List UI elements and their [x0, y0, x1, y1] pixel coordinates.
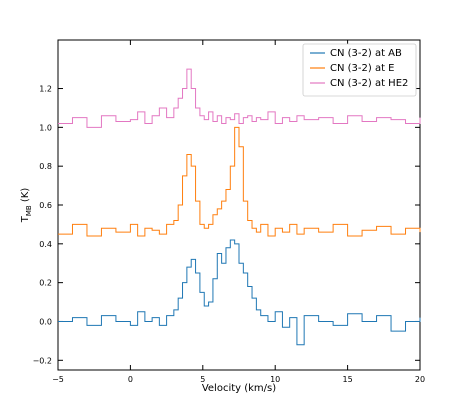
x-tick-label: 15 — [343, 375, 353, 384]
legend-frame — [302, 43, 417, 97]
x-tick-label: −5 — [52, 375, 64, 384]
legend-label-1: CN (3-2) at AB — [330, 48, 402, 59]
y-tick-label: 1.0 — [39, 123, 52, 132]
y-axis-ticks: −0.2 0.0 0.2 0.4 0.6 0.8 1.0 1.2 — [33, 85, 420, 365]
x-axis-label: Velocity (km/s) — [202, 383, 276, 394]
y-tick-label: 0.8 — [39, 162, 52, 171]
y-tick-label: 1.2 — [39, 85, 52, 94]
series-line-1 — [58, 239, 421, 346]
series-line-2 — [58, 126, 421, 237]
legend: CN (3-2) at AB CN (3-2) at E CN (3-2) at H… — [302, 43, 417, 97]
x-tick-label: 0 — [128, 375, 133, 384]
y-tick-label: −0.2 — [33, 356, 52, 365]
x-tick-label: 20 — [415, 375, 425, 384]
x-axis-ticks: −5 0 5 10 15 20 — [52, 40, 425, 384]
legend-entries: CN (3-2) at AB CN (3-2) at E CN (3-2) at H… — [310, 48, 408, 89]
series-line-3 — [58, 68, 421, 128]
x-tick-label: 5 — [200, 375, 205, 384]
y-tick-label: 0.2 — [39, 279, 52, 288]
legend-label-3: CN (3-2) at HE2 — [330, 78, 408, 89]
y-tick-label: 0.0 — [39, 317, 52, 326]
legend-label-2: CN (3-2) at E — [330, 63, 395, 74]
y-axis-label-subscript: MB — [25, 205, 33, 216]
series-layer — [58, 68, 421, 346]
y-axis-label-unit: (K) — [20, 188, 31, 206]
y-axis-label-main: T — [20, 215, 31, 223]
y-tick-label: 0.6 — [39, 201, 52, 210]
x-tick-label: 10 — [270, 375, 280, 384]
y-tick-label: 0.4 — [39, 240, 52, 249]
y-axis-label: TMB (K) — [20, 188, 33, 224]
